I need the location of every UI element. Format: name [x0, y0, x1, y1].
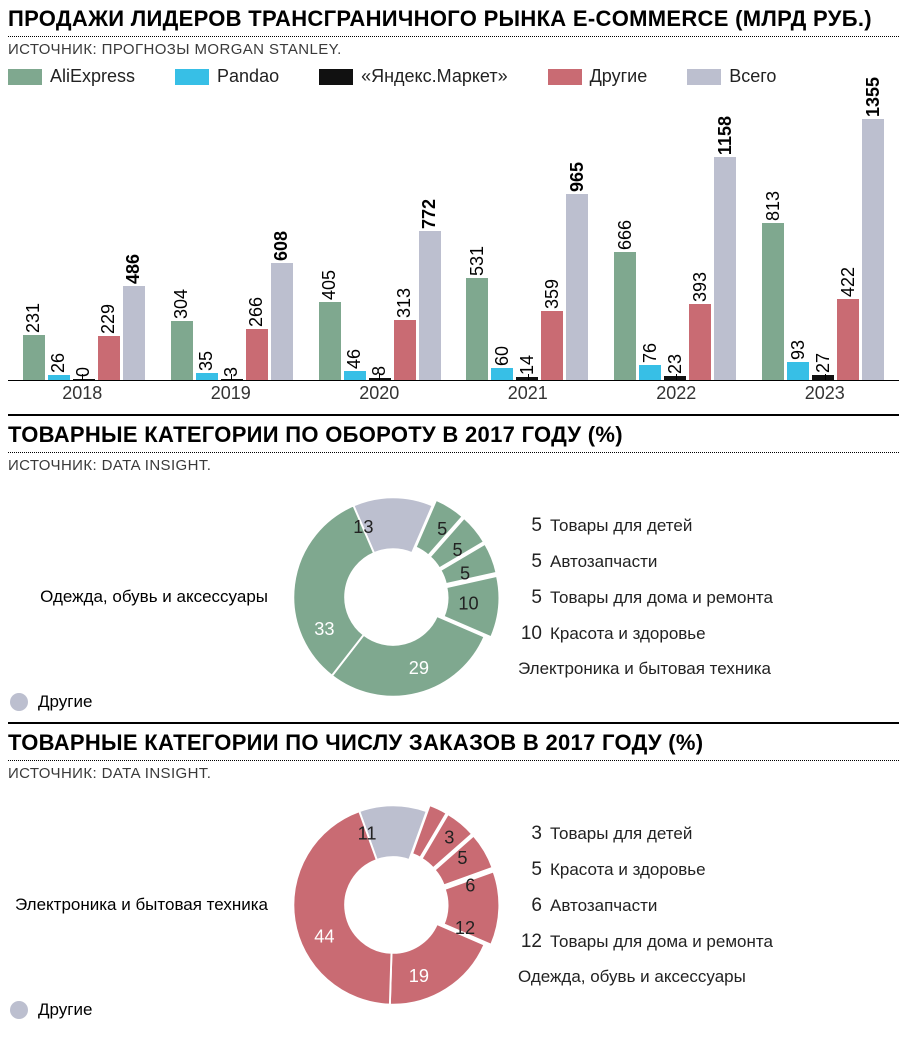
legend-swatch	[175, 69, 209, 85]
bar-chart-title: ПРОДАЖИ ЛИДЕРОВ ТРАНСГРАНИЧНОГО РЫНКА E-…	[8, 0, 899, 37]
donut-label-row: 5Красота и здоровье	[518, 859, 773, 881]
bar-x-axis: 201820192020202120222023	[8, 383, 899, 404]
bar-total: 486	[123, 254, 145, 380]
bar-other: 422	[837, 267, 859, 380]
donut2-left-label: Электроника и бытовая техника	[8, 895, 278, 915]
bar-other: 229	[98, 304, 120, 380]
bar-other: 393	[689, 272, 711, 380]
svg-text:33: 33	[314, 619, 334, 639]
svg-text:3: 3	[444, 828, 454, 848]
bar-aliexpress: 405	[319, 270, 341, 380]
donut1-source: ИСТОЧНИК: DATA INSIGHT.	[8, 457, 899, 474]
bar-total: 965	[566, 162, 588, 380]
bar-pandao: 60	[491, 346, 513, 380]
legend-item-pandao: Pandao	[175, 66, 279, 87]
year-group-2020: 405468313772	[306, 199, 454, 380]
legend-label: Другие	[590, 66, 648, 87]
svg-text:10: 10	[458, 593, 478, 613]
legend-swatch	[548, 69, 582, 85]
year-tick: 2019	[157, 383, 306, 404]
svg-text:5: 5	[457, 848, 467, 868]
svg-text:29: 29	[409, 658, 429, 678]
bar-aliexpress: 304	[171, 289, 193, 380]
legend-swatch	[687, 69, 721, 85]
donut2-title: ТОВАРНЫЕ КАТЕГОРИИ ПО ЧИСЛУ ЗАКАЗОВ В 20…	[8, 724, 899, 761]
donut1-right-labels: 5Товары для детей 5Автозапчасти 5Товары дл…	[508, 515, 773, 679]
svg-text:11: 11	[358, 824, 377, 844]
year-tick: 2022	[602, 383, 751, 404]
legend-item-aliexpress: AliExpress	[8, 66, 135, 87]
bar-pandao: 35	[196, 351, 218, 380]
bar-total: 608	[271, 231, 293, 380]
svg-text:19: 19	[409, 966, 429, 986]
svg-text:5: 5	[437, 519, 447, 539]
bar-plot: 2312602294863043532666084054683137725316…	[8, 91, 899, 381]
year-tick: 2020	[305, 383, 454, 404]
legend-swatch	[8, 69, 42, 85]
year-tick: 2018	[8, 383, 157, 404]
legend-item-other: Другие	[548, 66, 648, 87]
donut-label-row: Одежда, обувь и аксессуары	[518, 967, 773, 987]
bar-pandao: 93	[787, 340, 809, 380]
bar-other: 359	[541, 279, 563, 380]
donut-label-row: 5Автозапчасти	[518, 551, 773, 573]
year-tick: 2023	[751, 383, 900, 404]
legend-label: AliExpress	[50, 66, 135, 87]
donut2-source: ИСТОЧНИК: DATA INSIGHT.	[8, 765, 899, 782]
legend-label: Pandao	[217, 66, 279, 87]
donut-label-row: 5Товары для дома и ремонта	[518, 587, 773, 609]
bar-aliexpress: 813	[762, 191, 784, 380]
year-group-2021: 5316014359965	[453, 162, 601, 380]
year-group-2022: 66676233931158	[601, 116, 749, 380]
bar-aliexpress: 231	[23, 303, 45, 380]
donut-label-row: 10Красота и здоровье	[518, 623, 773, 645]
bar-pandao: 76	[639, 343, 661, 380]
donut-label-row: 3Товары для детей	[518, 823, 773, 845]
donut-label-row: 12Товары для дома и ремонта	[518, 931, 773, 953]
legend-item-yandex: «Яндекс.Маркет»	[319, 66, 508, 87]
year-tick: 2021	[454, 383, 603, 404]
legend-label: «Яндекс.Маркет»	[361, 66, 508, 87]
bar-aliexpress: 666	[614, 220, 636, 380]
donut-label-row: 6Автозапчасти	[518, 895, 773, 917]
svg-text:44: 44	[314, 927, 334, 947]
donut1: 13332910555	[278, 482, 508, 712]
svg-text:5: 5	[460, 563, 470, 583]
bar-aliexpress: 531	[466, 246, 488, 380]
donut2-right-labels: 3Товары для детей 5Красота и здоровье 6Авт…	[508, 823, 773, 987]
donut1-title: ТОВАРНЫЕ КАТЕГОРИИ ПО ОБОРОТУ В 2017 ГОД…	[8, 416, 899, 453]
bar-total: 1355	[862, 77, 884, 380]
year-group-2023: 81393274221355	[749, 77, 897, 380]
year-group-2018: 231260229486	[10, 254, 158, 380]
bar-yandex: 0	[73, 367, 95, 380]
bar-yandex: 27	[812, 353, 834, 380]
legend-swatch	[319, 69, 353, 85]
bar-pandao: 46	[344, 349, 366, 380]
svg-text:13: 13	[353, 517, 373, 537]
bar-other: 266	[246, 297, 268, 380]
svg-text:6: 6	[465, 875, 475, 895]
svg-text:5: 5	[452, 540, 462, 560]
donut1-left-label: Одежда, обувь и аксессуары	[8, 587, 278, 607]
bar-other: 313	[394, 288, 416, 380]
year-group-2019: 304353266608	[158, 231, 306, 380]
bar-chart-source: ИСТОЧНИК: ПРОГНОЗЫ MORGAN STANLEY.	[8, 41, 899, 58]
bar-total: 1158	[714, 116, 736, 380]
svg-text:12: 12	[455, 918, 475, 938]
bar-pandao: 26	[48, 353, 70, 380]
donut-label-row: 5Товары для детей	[518, 515, 773, 537]
donut-label-row: Электроника и бытовая техника	[518, 659, 773, 679]
bar-total: 772	[419, 199, 441, 380]
bar-yandex: 23	[664, 354, 686, 380]
donut2: 11 44 19 12 6 53	[278, 790, 508, 1020]
